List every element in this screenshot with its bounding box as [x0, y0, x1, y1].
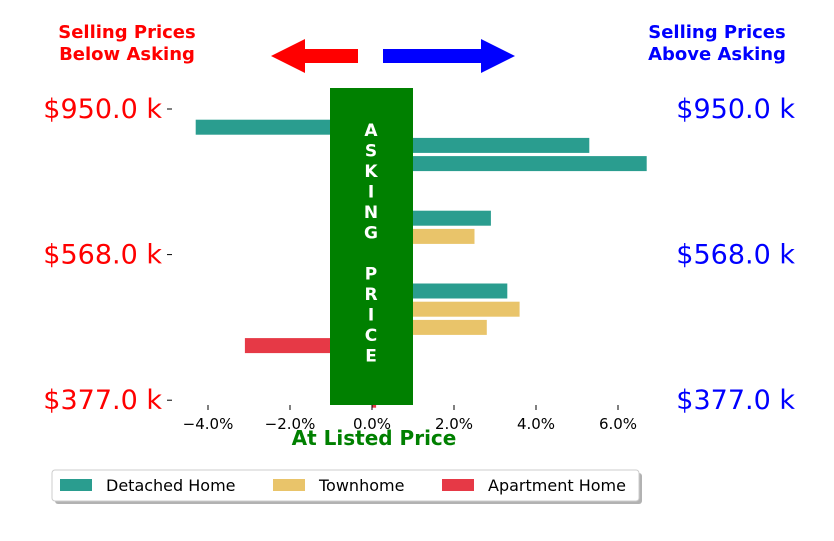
x-tick-label-1: −2.0%	[265, 415, 316, 433]
header-right-line1: Selling Prices	[648, 22, 785, 43]
banner-letter-8: R	[364, 285, 377, 305]
banner-letter-4: N	[364, 203, 378, 223]
x-tick-label-2: 0.0%	[353, 415, 391, 433]
bars-group	[195, 101, 647, 408]
x-tick-label-3: 2.0%	[435, 415, 473, 433]
banner-letter-3: I	[368, 183, 374, 203]
x-axis: −4.0% −2.0% 0.0% 2.0% 4.0% 6.0%	[183, 405, 637, 433]
y-label-right-0: $950.0 k	[676, 94, 795, 125]
banner-letter-1: S	[365, 142, 377, 162]
x-tick-label-4: 4.0%	[517, 415, 555, 433]
y-label-right-1: $568.0 k	[676, 240, 795, 271]
y-label-left-1: $568.0 k	[43, 240, 162, 271]
bar-2	[372, 137, 590, 153]
asking-price-banner	[330, 88, 413, 405]
y-label-left-2: $377.0 k	[43, 385, 162, 416]
y-labels-right: $950.0 k $568.0 k $377.0 k	[676, 94, 795, 416]
banner-letter-11: E	[365, 347, 377, 367]
right-arrow-icon	[383, 39, 515, 73]
x-tick-label-5: 6.0%	[599, 415, 637, 433]
x-tick-label-0: −4.0%	[183, 415, 234, 433]
legend-swatch-0	[60, 479, 92, 491]
banner-letter-5: G	[364, 224, 378, 244]
legend-swatch-2	[442, 479, 474, 491]
y-label-right-2: $377.0 k	[676, 385, 795, 416]
y-labels-left: $950.0 k $568.0 k $377.0 k	[43, 94, 172, 416]
x-axis-label: At Listed Price	[292, 426, 457, 450]
banner-letter-9: I	[368, 306, 374, 326]
legend-swatch-1	[273, 479, 305, 491]
legend-label-1: Townhome	[318, 476, 404, 495]
banner-letter-0: A	[364, 121, 378, 141]
bar-3	[372, 156, 647, 172]
header-left-line1: Selling Prices	[58, 22, 195, 43]
left-arrow-icon	[271, 39, 358, 73]
banner-letter-10: C	[365, 326, 377, 346]
legend-label-0: Detached Home	[106, 476, 236, 495]
header-left-line2: Below Asking	[59, 44, 195, 65]
legend: Detached Home Townhome Apartment Home	[51, 469, 642, 504]
header-right-line2: Above Asking	[648, 44, 786, 65]
bar-1	[195, 119, 372, 135]
legend-label-2: Apartment Home	[488, 476, 626, 495]
banner-letter-2: K	[364, 162, 378, 182]
y-label-left-0: $950.0 k	[43, 94, 162, 125]
banner-letter-7: P	[365, 265, 377, 285]
